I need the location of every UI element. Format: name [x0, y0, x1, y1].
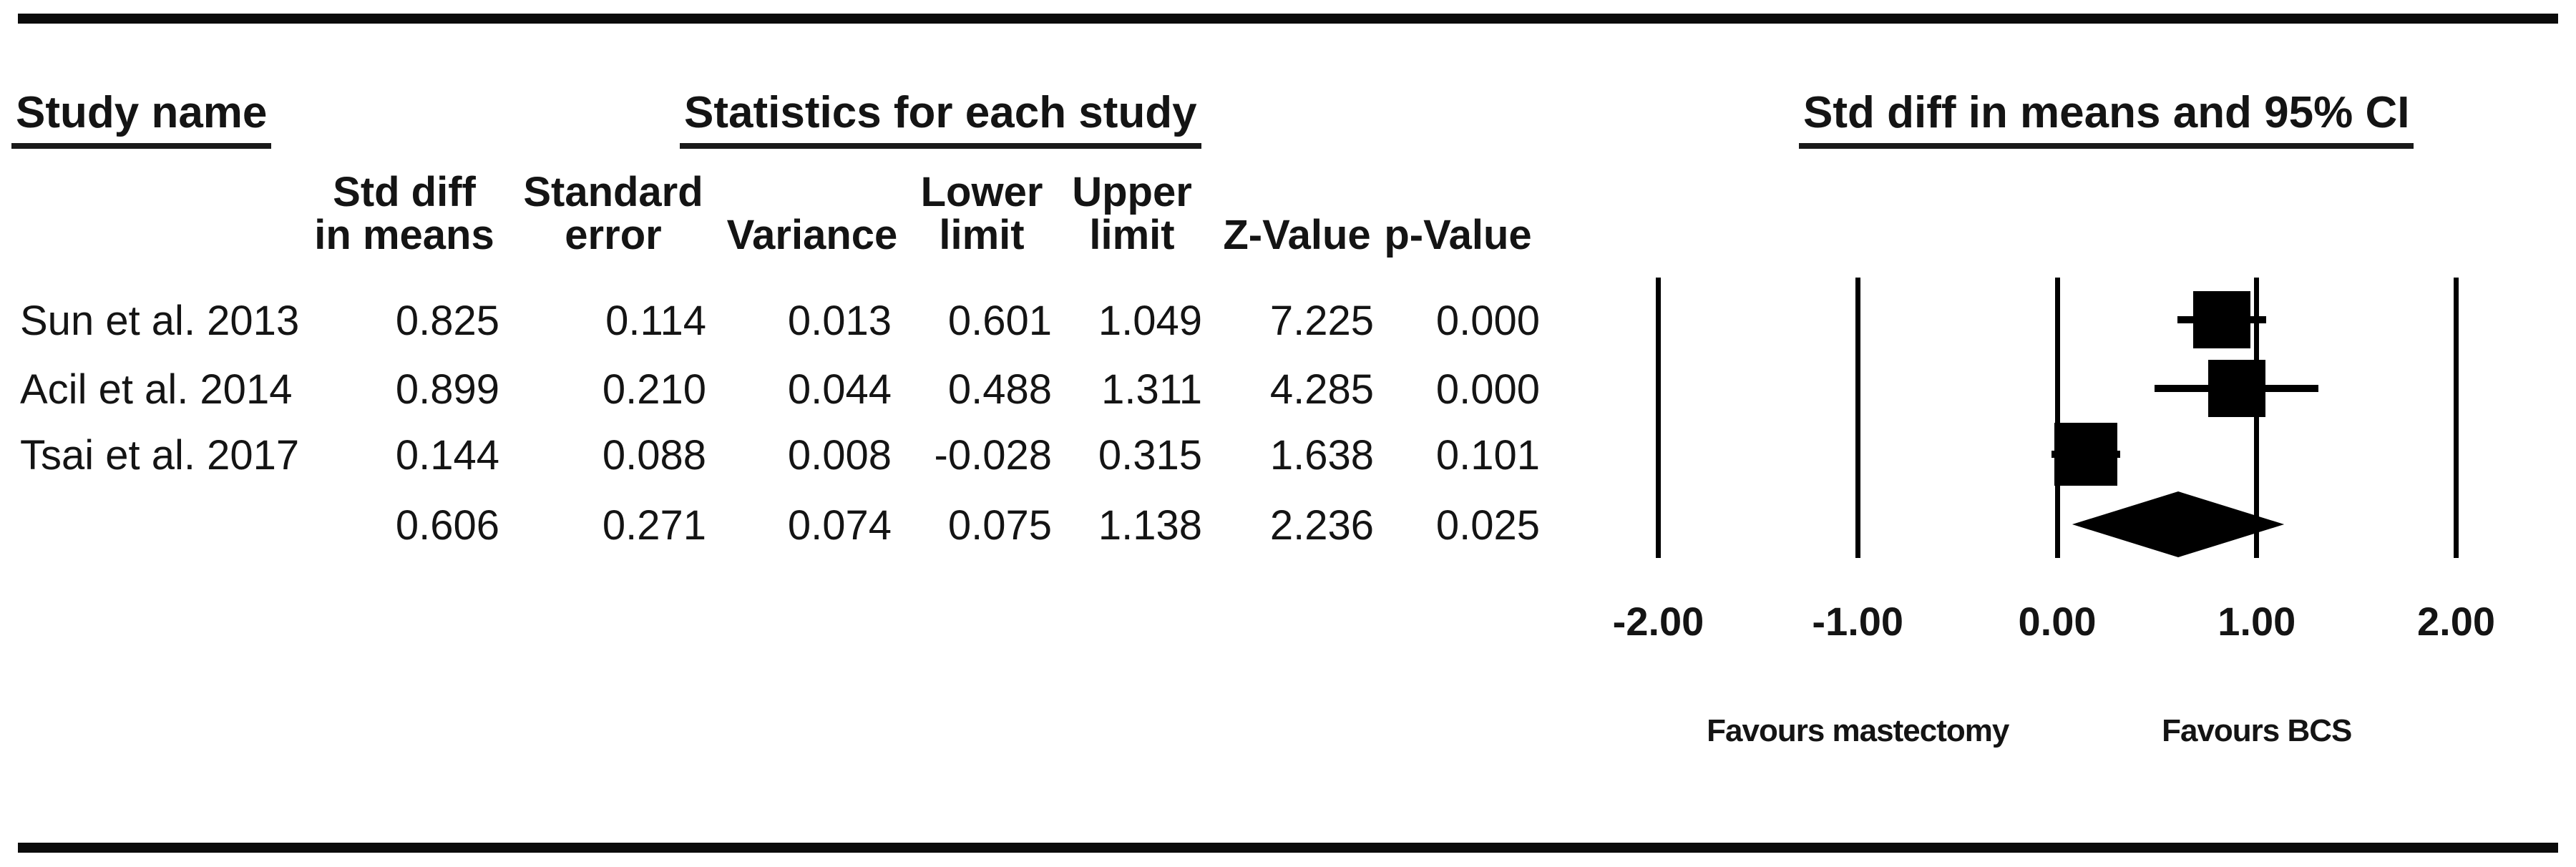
stddiff-value: 0.899 — [395, 366, 499, 413]
axis-tick-label: -1.00 — [1812, 599, 1904, 644]
col-header-pvalue: p-Value — [1384, 212, 1532, 258]
favours-left-label: Favours mastectomy — [1707, 713, 2009, 748]
variance-value: 0.074 — [787, 502, 892, 549]
upper-limit-value: 1.311 — [1101, 366, 1202, 413]
axis-gridline — [2454, 278, 2459, 558]
upper-limit-value: 1.138 — [1098, 502, 1202, 549]
z-value: 7.225 — [1269, 298, 1374, 344]
p-value: 0.000 — [1435, 298, 1540, 344]
stats-panel-header: Statistics for each study — [680, 90, 1201, 149]
stddiff-value: 0.144 — [395, 432, 499, 479]
col-header-stderr-line1: Standard — [523, 169, 703, 215]
stderr-value: 0.271 — [602, 502, 706, 549]
axis-tick-label: 1.00 — [2218, 599, 2296, 644]
stats-panel-header-text: Statistics for each study — [680, 90, 1201, 149]
stddiff-value: 0.825 — [395, 298, 499, 344]
z-value: 4.285 — [1269, 366, 1374, 413]
variance-value: 0.008 — [787, 432, 892, 479]
z-value: 1.638 — [1269, 432, 1374, 479]
col-header-stddiff-line2: in means — [314, 212, 494, 258]
axis-tick-label: 2.00 — [2417, 599, 2495, 644]
upper-limit-value: 0.315 — [1098, 432, 1202, 479]
p-value: 0.000 — [1435, 366, 1540, 413]
study-marker-square — [2207, 360, 2265, 417]
col-header-lower-line2: limit — [939, 212, 1025, 258]
col-header-zvalue: Z-Value — [1223, 212, 1371, 258]
axis-gridline — [2054, 278, 2060, 558]
z-value: 2.236 — [1269, 502, 1374, 549]
col-header-stddiff-line1: Std diff — [333, 169, 476, 215]
axis-tick-label: 0.00 — [2018, 599, 2097, 644]
upper-limit-value: 1.049 — [1098, 298, 1202, 344]
stddiff-value: 0.606 — [395, 502, 499, 549]
p-value: 0.101 — [1435, 432, 1540, 479]
bottom-border-rule — [18, 843, 2558, 853]
study-marker-square — [2054, 423, 2118, 486]
stderr-value: 0.210 — [602, 366, 706, 413]
study-name: Sun et al. 2013 — [20, 298, 300, 344]
lower-limit-value: 0.488 — [947, 366, 1052, 413]
variance-value: 0.044 — [787, 366, 892, 413]
axis-tick-label: -2.00 — [1612, 599, 1704, 644]
ci-panel-header-text: Std diff in means and 95% CI — [1799, 90, 2414, 149]
col-header-lower-line1: Lower — [920, 169, 1043, 215]
study-name-header: Study name — [11, 90, 272, 149]
col-header-upper-line1: Upper — [1072, 169, 1192, 215]
stderr-value: 0.088 — [602, 432, 706, 479]
study-name-header-text: Study name — [11, 90, 272, 149]
p-value: 0.025 — [1435, 502, 1540, 549]
lower-limit-value: -0.028 — [934, 432, 1052, 479]
ci-panel-header: Std diff in means and 95% CI — [1799, 90, 2414, 149]
study-name: Acil et al. 2014 — [20, 366, 293, 413]
col-header-stderr-line2: error — [565, 212, 662, 258]
top-border-rule — [18, 14, 2558, 24]
col-header-variance: Variance — [726, 212, 898, 258]
variance-value: 0.013 — [787, 298, 892, 344]
col-header-upper-line2: limit — [1089, 212, 1175, 258]
lower-limit-value: 0.075 — [947, 502, 1052, 549]
favours-right-label: Favours BCS — [2162, 713, 2352, 748]
axis-gridline — [1656, 278, 1661, 558]
study-name: Tsai et al. 2017 — [20, 432, 300, 479]
study-marker-square — [2192, 291, 2250, 348]
summary-diamond — [2072, 491, 2285, 557]
axis-gridline — [2254, 278, 2260, 558]
stderr-value: 0.114 — [605, 298, 706, 344]
lower-limit-value: 0.601 — [947, 298, 1052, 344]
axis-gridline — [1855, 278, 1860, 558]
